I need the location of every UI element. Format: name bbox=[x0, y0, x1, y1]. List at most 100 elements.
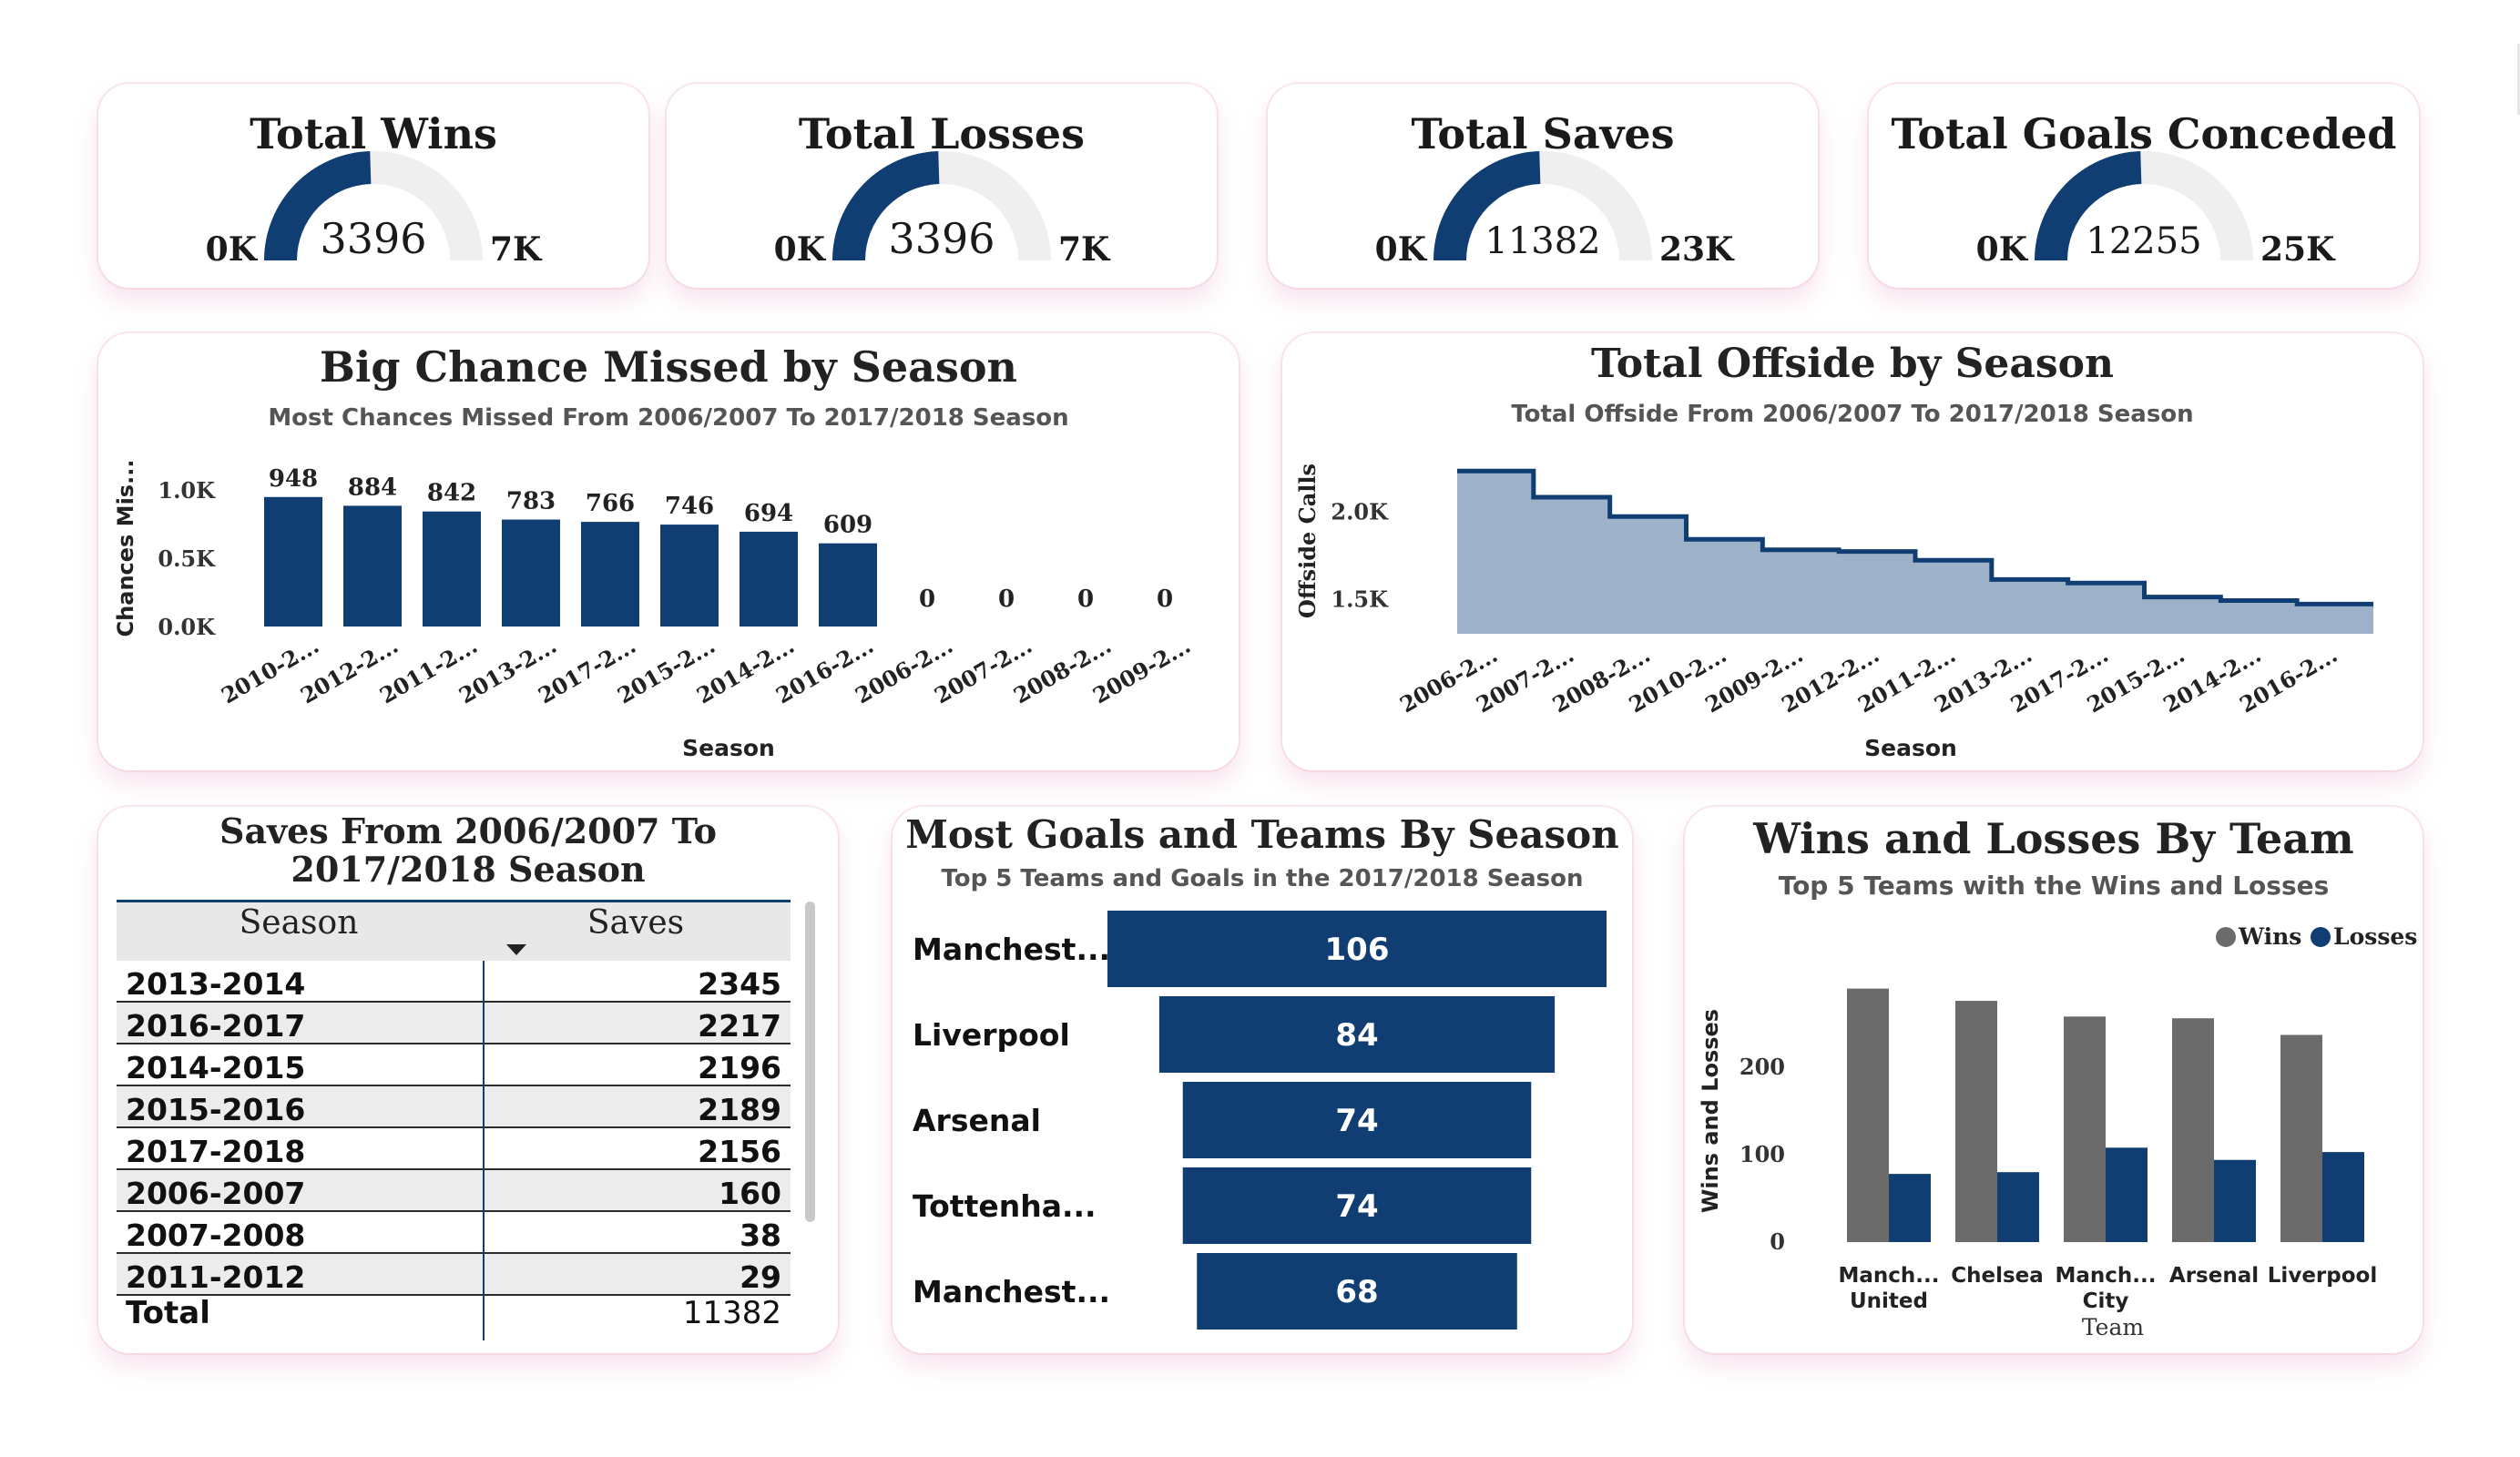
y-tick-label: 2.0K bbox=[1331, 498, 1389, 525]
kpi-gauge: 11382 0K 23K bbox=[1375, 151, 1735, 269]
column-divider bbox=[483, 961, 485, 1340]
table-row[interactable]: 2014-2015 2196 bbox=[117, 1044, 791, 1086]
data-label: 0 bbox=[919, 586, 935, 613]
bar bbox=[740, 531, 798, 627]
gauge-fill bbox=[832, 151, 940, 260]
funnel-bar bbox=[1182, 1082, 1532, 1158]
saves-cell: 2189 bbox=[698, 1092, 781, 1127]
data-label: 842 bbox=[427, 480, 476, 507]
saves-cell: 38 bbox=[740, 1218, 781, 1253]
gauge-min-label: 0K bbox=[774, 230, 827, 269]
table-row[interactable]: 2015-2016 2189 bbox=[117, 1086, 791, 1128]
bar bbox=[502, 519, 560, 627]
category-label: Manchest... bbox=[913, 932, 1110, 967]
kpi-title: Total Saves bbox=[1411, 109, 1675, 158]
losses-bar bbox=[2214, 1159, 2256, 1242]
bar bbox=[264, 496, 322, 627]
category-label: Liverpool bbox=[913, 1017, 1070, 1053]
losses-bar bbox=[2106, 1147, 2148, 1242]
gauge-fill bbox=[264, 151, 372, 260]
table-row[interactable]: 2017-2018 2156 bbox=[117, 1128, 791, 1170]
x-tick-label: Liverpool bbox=[2268, 1264, 2377, 1288]
bar bbox=[423, 511, 481, 627]
big-chance-missed-chart: 0.0K0.5K1.0K 9482010-2...8842012-2...8422… bbox=[113, 460, 1195, 761]
x-tick-label: City bbox=[2083, 1289, 2129, 1313]
chart-subtitle: Most Chances Missed From 2006/2007 To 20… bbox=[268, 404, 1069, 432]
gauge-value: 3396 bbox=[320, 214, 426, 263]
data-label: 694 bbox=[744, 500, 793, 527]
table-header: Season Saves bbox=[117, 900, 791, 961]
total-value: 11382 bbox=[682, 1295, 781, 1331]
y-tick-label: 0 bbox=[1770, 1228, 1785, 1255]
kpi-title: Total Losses bbox=[798, 109, 1086, 158]
total-offside-chart: 1.5K2.0K2006-2...2007-2...2008-2...2010-… bbox=[1294, 464, 2373, 761]
total-label: Total bbox=[126, 1295, 210, 1331]
table-row[interactable]: 2016-2017 2217 bbox=[117, 1003, 791, 1044]
data-label: 0 bbox=[1077, 586, 1094, 613]
gauge-fill bbox=[2035, 151, 2142, 260]
y-axis-title: Wins and Losses bbox=[1698, 1009, 1723, 1213]
table-total-row: Total 11382 bbox=[117, 1282, 791, 1340]
season-cell: 2007-2008 bbox=[126, 1218, 306, 1253]
bar bbox=[660, 525, 719, 627]
kpi-card-total-goals-conceded: Total Goals Conceded 12255 0K 25K bbox=[1869, 84, 2419, 288]
chart-subtitle: Top 5 Teams with the Wins and Losses bbox=[1778, 871, 2330, 901]
losses-bar bbox=[2322, 1152, 2364, 1242]
legend-marker bbox=[2216, 927, 2236, 947]
bar bbox=[581, 522, 639, 627]
kpi-gauge: 3396 0K 7K bbox=[206, 151, 543, 269]
legend-label: Wins bbox=[2238, 923, 2301, 950]
table-title: Saves From 2006/2007 To 2017/2018 Season bbox=[219, 810, 717, 890]
gauge-fill bbox=[1433, 151, 1541, 260]
season-cell: 2015-2016 bbox=[126, 1092, 306, 1127]
kpi-title: Total Wins bbox=[250, 109, 497, 158]
saves-cell: 2345 bbox=[698, 966, 781, 1002]
table-row[interactable]: 2013-2014 2345 bbox=[117, 961, 791, 1003]
gauge-max-label: 7K bbox=[1058, 230, 1111, 269]
x-tick-label: United bbox=[1850, 1289, 1928, 1313]
y-tick-label: 1.0K bbox=[158, 477, 216, 504]
season-cell: 2013-2014 bbox=[126, 966, 306, 1002]
category-label: Manchest... bbox=[913, 1274, 1110, 1309]
x-axis-title: Season bbox=[682, 735, 775, 761]
column-header-season[interactable]: Season bbox=[239, 904, 359, 942]
saves-cell: 2196 bbox=[698, 1050, 781, 1085]
saves-cell: 160 bbox=[719, 1176, 781, 1211]
x-tick-label: Manch... bbox=[2055, 1264, 2156, 1288]
data-label: 68 bbox=[1335, 1274, 1378, 1310]
big-chance-missed-card: Big Chance Missed by Season Most Chances… bbox=[98, 333, 1239, 770]
kpi-title: Total Goals Conceded bbox=[1891, 109, 2397, 158]
data-label: 84 bbox=[1335, 1017, 1378, 1054]
wins-bar bbox=[2280, 1034, 2322, 1242]
sort-desc-icon[interactable] bbox=[506, 944, 526, 955]
data-label: 74 bbox=[1335, 1188, 1378, 1225]
gauge-value: 3396 bbox=[888, 214, 995, 263]
wins-bar bbox=[1955, 1001, 1997, 1242]
gauge-value: 12255 bbox=[2086, 220, 2201, 262]
table-row[interactable]: 2006-2007 160 bbox=[117, 1170, 791, 1212]
kpi-card-total-saves: Total Saves 11382 0K 23K bbox=[1268, 84, 1818, 288]
category-label: Arsenal bbox=[913, 1103, 1041, 1138]
y-tick-label: 1.5K bbox=[1331, 586, 1389, 613]
kpi-gauge: 3396 0K 7K bbox=[774, 151, 1111, 269]
table-scrollbar[interactable] bbox=[805, 902, 815, 1222]
x-axis-title: Team bbox=[2082, 1314, 2144, 1340]
table-row[interactable]: 2007-2008 38 bbox=[117, 1212, 791, 1254]
season-cell: 2011-2012 bbox=[126, 1259, 306, 1295]
gauge-max-label: 23K bbox=[1659, 230, 1735, 269]
kpi-card-total-losses: Total Losses 3396 0K 7K bbox=[667, 84, 1217, 288]
chart-title: Big Chance Missed by Season bbox=[320, 342, 1017, 392]
saves-cell: 29 bbox=[740, 1259, 781, 1295]
series-line bbox=[1457, 468, 2373, 606]
data-label: 74 bbox=[1335, 1103, 1378, 1139]
losses-bar bbox=[1997, 1172, 2039, 1242]
losses-bar bbox=[1889, 1174, 1931, 1242]
data-label: 783 bbox=[506, 488, 556, 515]
table-row[interactable]: 2011-2012 29 bbox=[117, 1254, 791, 1296]
chart-title: Total Offside by Season bbox=[1591, 341, 2114, 387]
season-cell: 2014-2015 bbox=[126, 1050, 306, 1085]
column-header-saves[interactable]: Saves bbox=[587, 904, 685, 942]
season-cell: 2017-2018 bbox=[126, 1134, 306, 1169]
y-tick-label: 0.5K bbox=[158, 545, 216, 572]
